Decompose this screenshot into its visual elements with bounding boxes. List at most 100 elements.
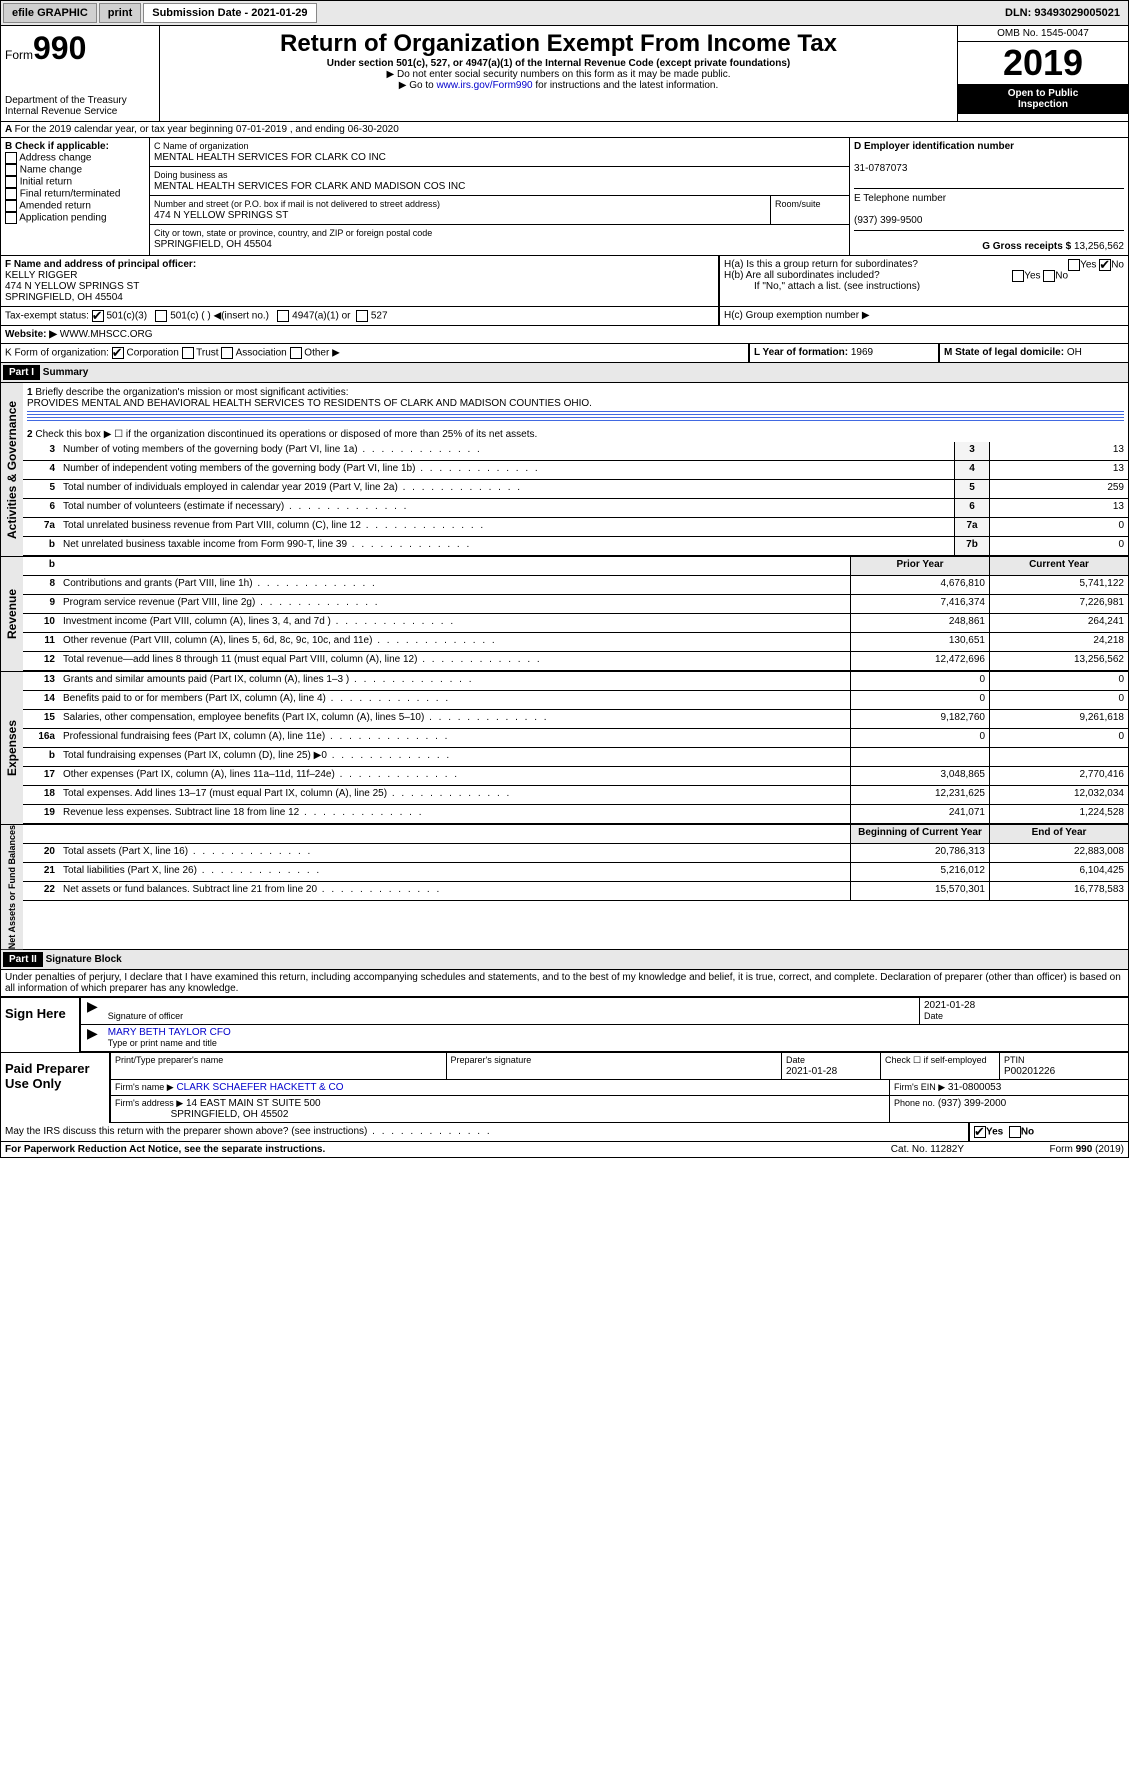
addr-label: Number and street (or P.O. box if mail i… xyxy=(154,199,440,209)
officer-signed-name[interactable]: MARY BETH TAYLOR CFO xyxy=(108,1027,231,1038)
officer-addr2: SPRINGFIELD, OH 45504 xyxy=(5,292,123,303)
dba-name: MENTAL HEALTH SERVICES FOR CLARK AND MAD… xyxy=(154,181,465,192)
officer-block: F Name and address of principal officer:… xyxy=(1,256,1128,307)
toolbar: efile GRAPHIC print Submission Date - 20… xyxy=(1,1,1128,26)
firm-address: 14 EAST MAIN ST SUITE 500 xyxy=(186,1098,321,1109)
submission-date: Submission Date - 2021-01-29 xyxy=(143,3,316,23)
table-row: 16aProfessional fundraising fees (Part I… xyxy=(23,729,1128,748)
prep-date: 2021-01-28 xyxy=(786,1066,837,1077)
form-number: 990 xyxy=(33,30,86,66)
form-prefix: Form xyxy=(5,48,33,62)
sign-here-block: Sign Here ▶Signature of officer2021-01-2… xyxy=(1,997,1128,1052)
dba-label: Doing business as xyxy=(154,170,228,180)
ha-yes-checkbox[interactable] xyxy=(1068,259,1080,271)
firm-phone: (937) 399-2000 xyxy=(938,1098,1006,1109)
apply-checkbox[interactable] xyxy=(5,212,17,224)
ha-no-checkbox[interactable] xyxy=(1099,259,1111,271)
discuss-row: May the IRS discuss this return with the… xyxy=(1,1123,1128,1142)
table-row: 21Total liabilities (Part X, line 26)5,2… xyxy=(23,863,1128,882)
sign-date: 2021-01-28 xyxy=(924,1000,975,1011)
tax-status-row: Tax-exempt status: 501(c)(3) 501(c) ( ) … xyxy=(1,307,1128,326)
checkbox-item: Final return/terminated xyxy=(5,188,145,200)
checkbox-item: Application pending xyxy=(5,212,145,224)
firm-ein: 31-0800053 xyxy=(948,1082,1001,1093)
discuss-no-checkbox[interactable] xyxy=(1009,1126,1021,1138)
table-row: 17Other expenses (Part IX, column (A), l… xyxy=(23,767,1128,786)
j-label: Website: ▶ xyxy=(5,329,57,340)
apply-checkbox[interactable] xyxy=(5,188,17,200)
apply-checkbox[interactable] xyxy=(5,152,17,164)
hb-yes-checkbox[interactable] xyxy=(1012,270,1024,282)
trust-checkbox[interactable] xyxy=(182,347,194,359)
revenue-section: Revenue bPrior YearCurrent Year 8Contrib… xyxy=(1,557,1128,672)
4947-checkbox[interactable] xyxy=(277,310,289,322)
form-990-page: efile GRAPHIC print Submission Date - 20… xyxy=(0,0,1129,1158)
netassets-section: Net Assets or Fund Balances Beginning of… xyxy=(1,825,1128,950)
other-checkbox[interactable] xyxy=(290,347,302,359)
irs-label: Internal Revenue Service xyxy=(5,106,155,117)
officer-name: KELLY RIGGER xyxy=(5,270,77,281)
k-label: K Form of organization: xyxy=(5,348,109,359)
governance-section: Activities & Governance 1 Briefly descri… xyxy=(1,383,1128,557)
table-row: bNet unrelated business taxable income f… xyxy=(23,537,1128,556)
table-row: 7aTotal unrelated business revenue from … xyxy=(23,518,1128,537)
dln: DLN: 93493029005021 xyxy=(1005,7,1126,19)
501c-checkbox[interactable] xyxy=(155,310,167,322)
checkbox-item: Name change xyxy=(5,164,145,176)
table-row: 4Number of independent voting members of… xyxy=(23,461,1128,480)
apply-checkbox[interactable] xyxy=(5,164,17,176)
501c3-checkbox[interactable] xyxy=(92,310,104,322)
table-row: 8Contributions and grants (Part VIII, li… xyxy=(23,576,1128,595)
org-form-row: K Form of organization: Corporation Trus… xyxy=(1,344,1128,363)
gross-receipts: 13,256,562 xyxy=(1074,241,1124,252)
apply-checkbox[interactable] xyxy=(5,176,17,188)
blank-cell: b xyxy=(23,557,59,575)
telephone: (937) 399-9500 xyxy=(854,215,922,226)
subtitle-3: ▶ Go to www.irs.gov/Form990 for instruct… xyxy=(164,80,953,91)
hb-no-checkbox[interactable] xyxy=(1043,270,1055,282)
part2-header: Part II Signature Block xyxy=(1,950,1128,970)
table-row: 15Salaries, other compensation, employee… xyxy=(23,710,1128,729)
print-button[interactable]: print xyxy=(99,3,141,23)
efile-label: efile GRAPHIC xyxy=(3,3,97,23)
table-row: 12Total revenue—add lines 8 through 11 (… xyxy=(23,652,1128,671)
city-label: City or town, state or province, country… xyxy=(154,228,432,238)
table-row: 9Program service revenue (Part VIII, lin… xyxy=(23,595,1128,614)
assoc-checkbox[interactable] xyxy=(221,347,233,359)
table-row: 6Total number of volunteers (estimate if… xyxy=(23,499,1128,518)
tax-year: 2019 xyxy=(958,42,1128,84)
527-checkbox[interactable] xyxy=(356,310,368,322)
officer-addr1: 474 N YELLOW SPRINGS ST xyxy=(5,281,139,292)
footer-row: For Paperwork Reduction Act Notice, see … xyxy=(1,1142,1128,1157)
form-title: Return of Organization Exempt From Incom… xyxy=(164,30,953,58)
ha-label: H(a) Is this a group return for subordin… xyxy=(724,259,918,270)
entity-block: B Check if applicable: Address change Na… xyxy=(1,138,1128,256)
discuss-yes-checkbox[interactable] xyxy=(974,1126,986,1138)
irs-link[interactable]: www.irs.gov/Form990 xyxy=(436,80,532,91)
domicile: OH xyxy=(1067,347,1082,358)
table-row: 14Benefits paid to or for members (Part … xyxy=(23,691,1128,710)
governance-label: Activities & Governance xyxy=(1,383,23,556)
discuss-label: May the IRS discuss this return with the… xyxy=(5,1126,492,1137)
table-row: 19Revenue less expenses. Subtract line 1… xyxy=(23,805,1128,824)
firm-city: SPRINGFIELD, OH 45502 xyxy=(171,1109,289,1120)
form-header: Form990 Department of the Treasury Inter… xyxy=(1,26,1128,122)
line1-label: Briefly describe the organization's miss… xyxy=(35,387,348,398)
subtitle-2: ▶ Do not enter social security numbers o… xyxy=(164,69,953,80)
beg-year-hdr: Beginning of Current Year xyxy=(850,825,989,843)
curr-year-hdr: Current Year xyxy=(989,557,1128,575)
line-a: A For the 2019 calendar year, or tax yea… xyxy=(1,122,1128,138)
part1-header: Part I Summary xyxy=(1,363,1128,383)
box-b-label: B Check if applicable: xyxy=(5,141,109,152)
netassets-label: Net Assets or Fund Balances xyxy=(1,825,23,949)
d-label: D Employer identification number xyxy=(854,141,1014,152)
dept-treasury: Department of the Treasury xyxy=(5,95,155,106)
corp-checkbox[interactable] xyxy=(112,347,124,359)
website: WWW.MHSCC.ORG xyxy=(60,329,153,340)
street-address: 474 N YELLOW SPRINGS ST xyxy=(154,210,288,221)
firm-name[interactable]: CLARK SCHAEFER HACKETT & CO xyxy=(176,1082,343,1093)
line2-label: Check this box ▶ ☐ if the organization d… xyxy=(35,429,537,440)
table-row: 10Investment income (Part VIII, column (… xyxy=(23,614,1128,633)
apply-checkbox[interactable] xyxy=(5,200,17,212)
expenses-label: Expenses xyxy=(1,672,23,824)
